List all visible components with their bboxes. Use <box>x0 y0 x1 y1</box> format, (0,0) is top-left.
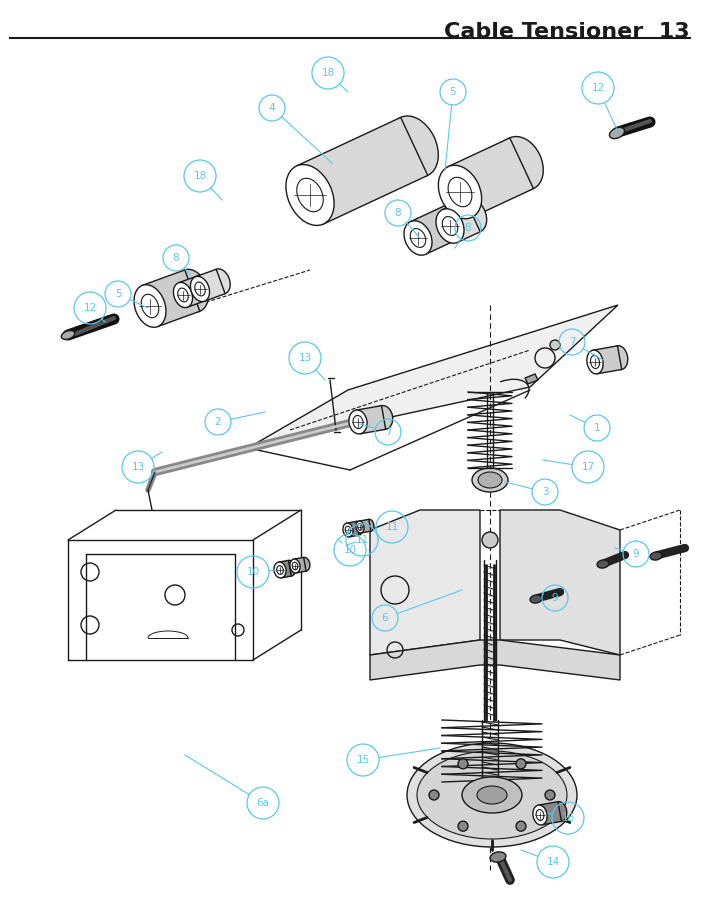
Ellipse shape <box>286 165 334 226</box>
Ellipse shape <box>407 743 577 847</box>
Ellipse shape <box>284 561 296 576</box>
Text: 9: 9 <box>552 593 558 603</box>
Polygon shape <box>370 510 480 655</box>
Circle shape <box>545 790 555 800</box>
Ellipse shape <box>477 786 507 804</box>
Ellipse shape <box>349 410 367 434</box>
Ellipse shape <box>500 136 543 190</box>
Circle shape <box>516 759 526 769</box>
Text: 7: 7 <box>385 427 391 437</box>
Ellipse shape <box>353 521 363 535</box>
Ellipse shape <box>597 560 609 568</box>
Ellipse shape <box>390 116 438 177</box>
Polygon shape <box>359 520 371 533</box>
Text: 16: 16 <box>562 813 575 823</box>
Ellipse shape <box>300 557 310 571</box>
Polygon shape <box>297 117 428 224</box>
Ellipse shape <box>458 198 486 233</box>
Text: 6a: 6a <box>257 798 269 808</box>
Text: 11: 11 <box>355 535 369 545</box>
Text: 1: 1 <box>594 423 600 433</box>
Ellipse shape <box>490 852 506 862</box>
Text: 10: 10 <box>247 567 259 577</box>
Ellipse shape <box>134 285 166 328</box>
Polygon shape <box>196 269 225 301</box>
Text: 15: 15 <box>356 755 369 765</box>
Ellipse shape <box>650 552 662 560</box>
Ellipse shape <box>374 406 393 430</box>
Text: 10: 10 <box>343 545 357 555</box>
Text: 17: 17 <box>581 462 594 472</box>
Text: 9: 9 <box>633 549 639 559</box>
Text: 12: 12 <box>83 303 97 313</box>
Circle shape <box>458 821 468 831</box>
Circle shape <box>550 340 560 350</box>
Polygon shape <box>248 305 618 448</box>
Polygon shape <box>142 270 200 327</box>
Text: 3: 3 <box>542 487 548 497</box>
Polygon shape <box>500 510 620 655</box>
Polygon shape <box>593 346 622 374</box>
Ellipse shape <box>290 559 300 573</box>
Ellipse shape <box>173 282 193 308</box>
Circle shape <box>458 759 468 769</box>
Polygon shape <box>356 406 386 434</box>
Ellipse shape <box>417 751 567 839</box>
Text: 14: 14 <box>546 857 559 867</box>
Ellipse shape <box>611 346 628 369</box>
Ellipse shape <box>191 277 210 301</box>
Text: 2: 2 <box>215 417 222 427</box>
Text: 13: 13 <box>131 462 144 472</box>
Text: 12: 12 <box>592 83 605 93</box>
Circle shape <box>482 532 498 548</box>
Text: 8: 8 <box>172 253 179 263</box>
Text: 6: 6 <box>381 613 388 623</box>
Text: 13: 13 <box>299 353 312 363</box>
Ellipse shape <box>587 350 603 374</box>
Text: 5: 5 <box>449 87 456 97</box>
Ellipse shape <box>61 330 75 339</box>
Text: 8: 8 <box>395 208 401 218</box>
Text: 4: 4 <box>268 103 275 113</box>
Ellipse shape <box>436 208 464 243</box>
Polygon shape <box>538 802 562 824</box>
Ellipse shape <box>194 275 213 300</box>
Text: 7: 7 <box>569 337 576 347</box>
Ellipse shape <box>366 520 374 531</box>
Ellipse shape <box>472 468 508 492</box>
Text: Cable Tensioner  13: Cable Tensioner 13 <box>444 22 690 42</box>
Ellipse shape <box>552 802 567 822</box>
Ellipse shape <box>343 523 353 537</box>
Polygon shape <box>370 640 620 680</box>
Ellipse shape <box>533 805 547 825</box>
Ellipse shape <box>478 472 502 488</box>
Polygon shape <box>347 521 359 537</box>
Polygon shape <box>448 138 533 217</box>
Ellipse shape <box>438 166 482 218</box>
Text: 18: 18 <box>321 68 334 78</box>
Polygon shape <box>179 275 208 308</box>
Polygon shape <box>410 206 460 254</box>
Circle shape <box>429 790 439 800</box>
Polygon shape <box>525 374 538 384</box>
Polygon shape <box>278 561 291 578</box>
Circle shape <box>516 821 526 831</box>
Ellipse shape <box>274 562 286 578</box>
Ellipse shape <box>404 221 432 255</box>
Ellipse shape <box>356 521 364 533</box>
Ellipse shape <box>609 127 625 138</box>
Polygon shape <box>294 557 306 573</box>
Text: 8: 8 <box>465 223 471 233</box>
Text: 5: 5 <box>115 289 121 299</box>
Ellipse shape <box>530 595 542 603</box>
Ellipse shape <box>462 777 522 813</box>
Text: 18: 18 <box>193 171 207 181</box>
Ellipse shape <box>211 268 230 294</box>
Ellipse shape <box>177 269 208 312</box>
Polygon shape <box>442 199 480 242</box>
Text: 11: 11 <box>386 522 399 532</box>
Ellipse shape <box>438 205 466 239</box>
